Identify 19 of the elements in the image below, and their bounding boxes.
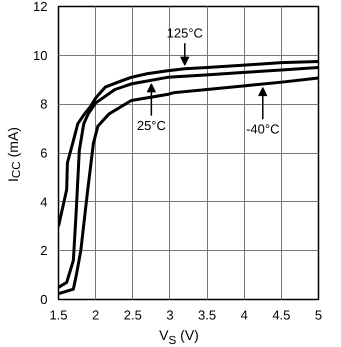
y-tick-label: 10: [33, 48, 48, 63]
x-axis-title: V$_{S}$ (V): [158, 327, 200, 347]
y-tick-label: 8: [40, 96, 48, 112]
annotation: 25°C: [136, 118, 166, 134]
y-tick-label: 6: [40, 146, 48, 160]
annotation: -40°C: [246, 122, 280, 137]
y-tick-label: 2: [40, 243, 48, 258]
x-tick-label: 3: [166, 308, 174, 322]
y-tick-label: 12: [33, 0, 48, 14]
x-tick-label: 4: [240, 308, 248, 322]
x-tick-label: 5: [314, 308, 322, 322]
annotation: 125°C: [166, 26, 203, 41]
y-tick-label: 0: [40, 292, 48, 307]
x-tick-label: 2: [92, 308, 100, 322]
x-tick-label: 2.5: [124, 308, 142, 322]
x-tick-label: 3.5: [198, 308, 216, 322]
x-tick-label: 1.5: [49, 308, 68, 322]
y-tick-label: 4: [40, 194, 48, 210]
x-tick-label: 4.5: [272, 308, 290, 322]
